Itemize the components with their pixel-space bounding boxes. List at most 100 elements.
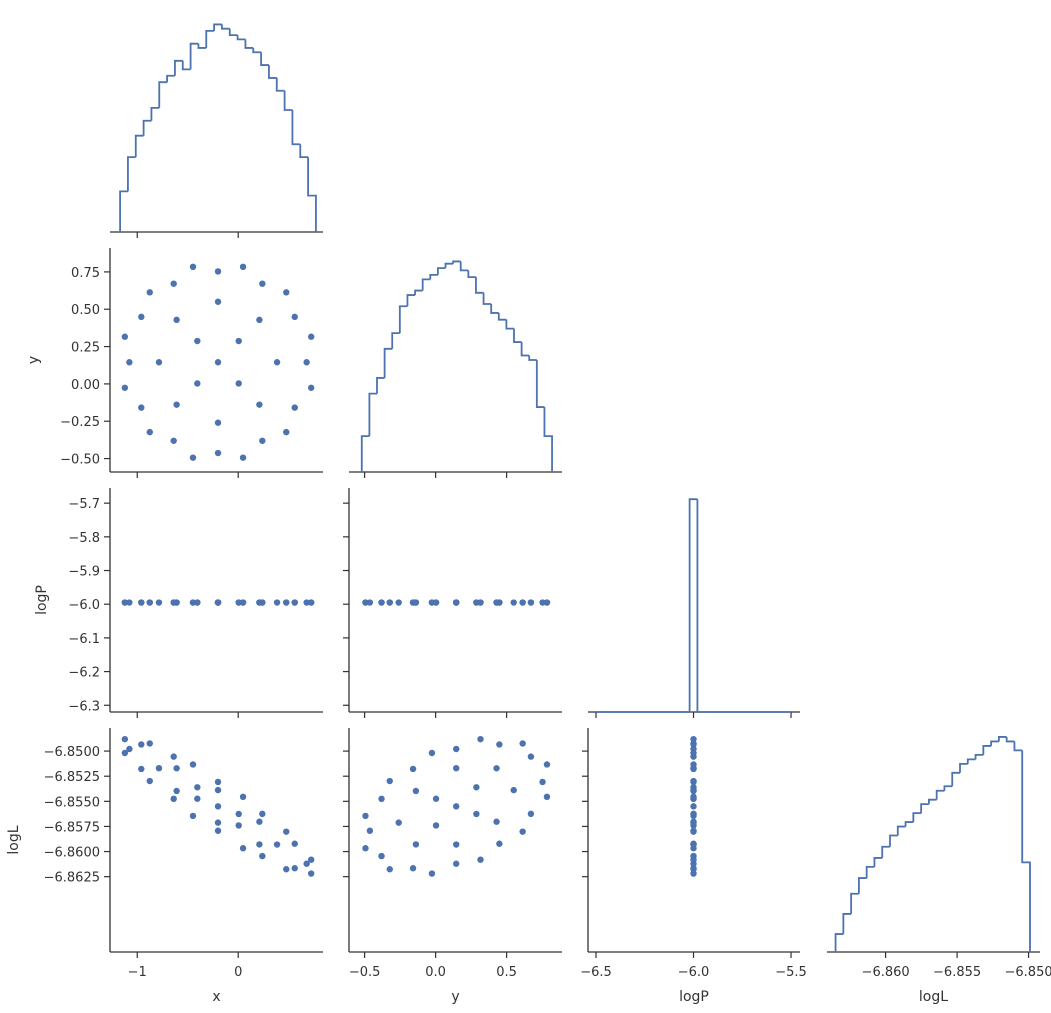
scatter-point bbox=[510, 786, 517, 794]
scatter-point bbox=[239, 793, 247, 801]
histogram-step bbox=[429, 273, 438, 280]
histogram-step bbox=[858, 877, 867, 894]
histogram-step bbox=[920, 803, 929, 814]
scatter-point bbox=[189, 454, 197, 461]
scatter-point bbox=[453, 841, 460, 848]
scatter-point bbox=[453, 803, 460, 810]
scatter-point bbox=[146, 599, 153, 606]
scatter-point bbox=[126, 745, 133, 753]
scatter-point bbox=[543, 599, 551, 606]
histogram-step bbox=[865, 865, 875, 879]
y-tick-label: −5.8 bbox=[68, 531, 100, 546]
scatter-point bbox=[690, 735, 697, 743]
scatter-point bbox=[539, 778, 546, 786]
scatter-point bbox=[239, 263, 247, 271]
histogram-step bbox=[997, 736, 1007, 742]
y-tick-label: −0.25 bbox=[60, 415, 100, 430]
scatter-point bbox=[126, 359, 133, 366]
scatter-point bbox=[395, 819, 402, 826]
scatter-point bbox=[189, 812, 197, 820]
scatter-point bbox=[409, 865, 417, 872]
scatter-point bbox=[214, 803, 222, 810]
scatter-point bbox=[543, 761, 551, 768]
histogram-step bbox=[688, 498, 698, 712]
y-tick-label: −6.0 bbox=[68, 598, 100, 613]
scatter-point bbox=[690, 828, 697, 835]
histogram-step bbox=[127, 156, 136, 192]
scatter-point bbox=[155, 359, 163, 366]
scatter-point bbox=[194, 380, 201, 387]
x-tick-label: −6.860 bbox=[862, 965, 910, 980]
scatter-point bbox=[256, 316, 263, 324]
scatter-point bbox=[121, 384, 129, 391]
histogram-step bbox=[513, 328, 522, 343]
scatter-point bbox=[259, 810, 266, 818]
scatter-point bbox=[395, 599, 402, 606]
scatter-point bbox=[138, 765, 145, 773]
scatter-point bbox=[259, 437, 266, 444]
histogram-step bbox=[421, 278, 431, 291]
scatter-point bbox=[259, 599, 266, 606]
scatter-point bbox=[362, 845, 369, 852]
scatter-point bbox=[283, 828, 290, 835]
histogram-step bbox=[213, 23, 222, 31]
x-tick-label: −1 bbox=[128, 965, 147, 980]
scatter-point bbox=[539, 599, 546, 606]
scatter-point bbox=[477, 735, 484, 743]
scatter-point bbox=[138, 404, 145, 411]
scatter-point bbox=[303, 860, 310, 867]
x-tick-label: −6.855 bbox=[933, 965, 981, 980]
scatter-point bbox=[303, 599, 310, 606]
scatter-point bbox=[170, 753, 177, 760]
scatter-point bbox=[690, 765, 697, 773]
scatter-point bbox=[173, 316, 180, 324]
histogram-step bbox=[490, 304, 499, 314]
scatter-point bbox=[235, 810, 242, 818]
histogram-step bbox=[360, 435, 370, 472]
histogram-step bbox=[181, 60, 191, 71]
histogram-step bbox=[475, 277, 484, 294]
scatter-point bbox=[690, 793, 697, 801]
histogram-step bbox=[696, 499, 792, 713]
scatter-point bbox=[214, 778, 222, 786]
histogram-step bbox=[912, 812, 922, 823]
x-tick-label: 0.5 bbox=[496, 965, 517, 980]
scatter-point bbox=[690, 777, 697, 785]
scatter-point bbox=[690, 761, 697, 768]
scatter-point bbox=[259, 852, 266, 860]
histogram-step bbox=[221, 24, 230, 30]
histogram-step bbox=[505, 319, 515, 330]
scatter-point bbox=[273, 841, 281, 848]
scatter-point bbox=[239, 454, 247, 461]
scatter-point bbox=[386, 777, 393, 785]
x-tick-label: −5.5 bbox=[775, 965, 807, 980]
scatter-point bbox=[473, 784, 480, 791]
scatter-point bbox=[409, 765, 417, 773]
histogram-step bbox=[966, 758, 976, 764]
scatter-point bbox=[378, 852, 385, 860]
scatter-point bbox=[366, 827, 374, 834]
scatter-point bbox=[519, 828, 526, 835]
histogram-step bbox=[459, 261, 469, 272]
scatter-point bbox=[690, 787, 697, 795]
scatter-point bbox=[256, 818, 263, 825]
scatter-point bbox=[307, 599, 315, 606]
x-tick-label: −6.5 bbox=[580, 965, 612, 980]
x-tick-label: −6.850 bbox=[1005, 965, 1051, 980]
scatter-point bbox=[155, 764, 163, 772]
scatter-point bbox=[121, 735, 129, 743]
y-tick-label: 0.75 bbox=[71, 266, 100, 281]
y-tick-label: 0.25 bbox=[71, 341, 100, 356]
scatter-point bbox=[378, 599, 385, 606]
x-axis-label: logP bbox=[679, 989, 709, 1005]
scatter-point bbox=[412, 787, 420, 795]
histogram-step bbox=[543, 407, 553, 472]
histogram-step bbox=[482, 292, 492, 305]
histogram-step bbox=[834, 933, 844, 952]
scatter-point bbox=[214, 419, 222, 426]
x-axis-label: logL bbox=[919, 989, 948, 1005]
scatter-point bbox=[493, 818, 500, 825]
histogram-step bbox=[174, 59, 183, 76]
scatter-point bbox=[366, 599, 374, 606]
